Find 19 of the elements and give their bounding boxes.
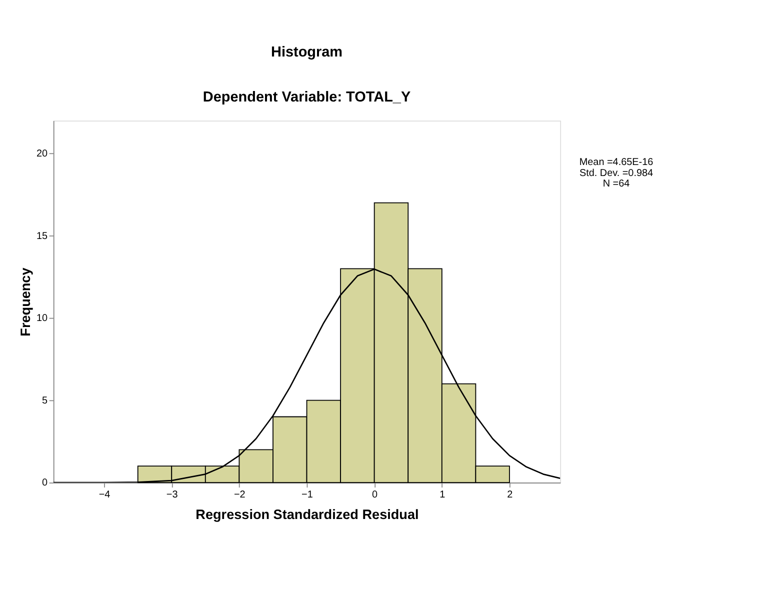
x-tick-label: −4 [98,489,111,500]
y-tick-label: 0 [42,478,48,489]
y-tick-label: 15 [36,230,48,242]
text: N =64 [602,178,630,190]
x-tick-label: 2 [507,489,514,500]
y-tick-label: 10 [36,313,48,324]
x-tick-label: −3 [166,489,178,500]
y-tick-label: 5 [42,395,48,406]
x-tick-label: 0 [372,489,378,500]
y-tick-label: 20 [36,148,48,160]
x-tick-label: 1 [440,489,446,500]
x-tick-label: −2 [234,489,246,500]
x-tick-label: −1 [302,489,314,500]
y-axis-title: Frequency [18,267,34,336]
x-axis-title: Regression Standardized Residual [196,507,419,522]
text: Std. Dev. =0.984 [579,168,654,179]
chart-subtitle: Dependent Variable: TOTAL_Y [202,90,411,106]
chart-title: Histogram [270,44,343,60]
text: Mean =4.65E-16 [579,156,654,168]
